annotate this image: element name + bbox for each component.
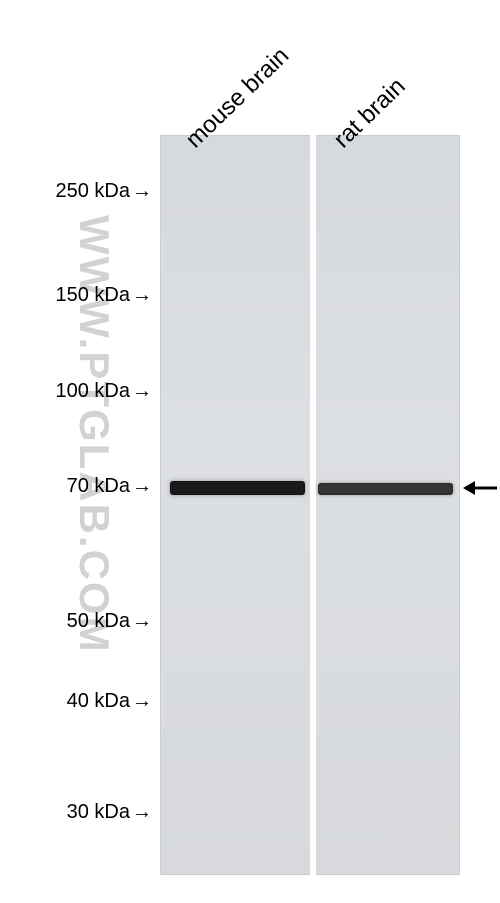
- arrow-right-icon: →: [132, 180, 152, 203]
- marker-250: 250 kDa→: [56, 180, 153, 203]
- marker-150: 150 kDa→: [56, 284, 153, 307]
- marker-40: 40 kDa→: [67, 690, 152, 713]
- band-lane-1: [318, 483, 453, 495]
- marker-label-text: 70 kDa: [67, 475, 130, 497]
- marker-label-text: 50 kDa: [67, 610, 130, 632]
- marker-label-text: 40 kDa: [67, 690, 130, 712]
- arrow-right-icon: →: [132, 801, 152, 824]
- result-arrow-icon: [463, 476, 499, 500]
- arrow-right-icon: →: [132, 380, 152, 403]
- marker-70: 70 kDa→: [67, 475, 152, 498]
- arrow-right-icon: →: [132, 690, 152, 713]
- arrow-right-icon: →: [132, 284, 152, 307]
- watermark-text: WWW.PTGLAB.COM: [70, 215, 118, 654]
- figure-container: WWW.PTGLAB.COM mouse brain rat brain 250…: [0, 0, 500, 903]
- arrow-right-icon: →: [132, 610, 152, 633]
- marker-50: 50 kDa→: [67, 610, 152, 633]
- marker-label-text: 250 kDa: [56, 180, 131, 202]
- arrow-right-icon: →: [132, 475, 152, 498]
- marker-label-text: 150 kDa: [56, 284, 131, 306]
- lane-separator: [310, 135, 316, 875]
- marker-label-text: 100 kDa: [56, 380, 131, 402]
- marker-label-text: 30 kDa: [67, 801, 130, 823]
- marker-30: 30 kDa→: [67, 801, 152, 824]
- band-lane-0: [170, 481, 305, 495]
- marker-100: 100 kDa→: [56, 380, 153, 403]
